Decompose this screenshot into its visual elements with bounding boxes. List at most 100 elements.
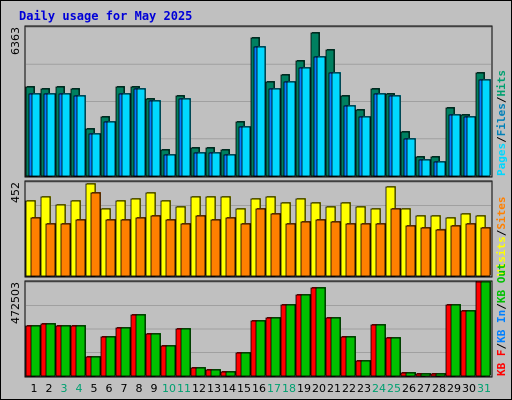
bar-kb-out [210, 369, 221, 377]
day-label: 26 [402, 382, 416, 395]
bar-pages [451, 114, 461, 177]
day-label: 24 [372, 382, 386, 395]
legend-separator: / [495, 136, 508, 143]
bar-kb-out [30, 325, 41, 377]
day-label: 31 [477, 382, 491, 395]
day-label: 11 [177, 382, 191, 395]
legend-entry: Pages [495, 143, 508, 176]
day-label: 3 [61, 382, 68, 395]
bar-sites [405, 225, 416, 277]
bar-pages [316, 56, 326, 177]
legend-separator: / [495, 343, 508, 350]
y-max-label-traffic: 472503 [9, 282, 22, 324]
day-label: 21 [327, 382, 341, 395]
legend-visits: Visits/Sites [495, 197, 508, 277]
bar-kb-out [135, 314, 146, 377]
day-label: 27 [417, 382, 431, 395]
bar-sites [480, 227, 491, 277]
bar-sites [150, 215, 161, 277]
bar-pages [301, 67, 311, 177]
y-max-label-usage: 6363 [9, 27, 22, 55]
bar-kb-out [120, 327, 131, 377]
y-max-label-visits: 452 [9, 182, 22, 203]
bar-kb-out [420, 373, 431, 377]
bar-sites [315, 219, 326, 277]
bar-sites [345, 223, 356, 277]
bar-pages [271, 88, 281, 177]
bar-kb-out [285, 304, 296, 377]
bar-sites [435, 229, 446, 277]
bar-sites [300, 221, 311, 277]
bar-pages [61, 93, 71, 177]
day-label: 12 [192, 382, 206, 395]
legend-entry: Hits [495, 70, 508, 97]
day-label: 10 [162, 382, 176, 395]
bar-kb-out [60, 325, 71, 377]
bar-sites [285, 223, 296, 277]
bar-sites [240, 223, 251, 277]
bar-pages [151, 100, 161, 177]
day-label: 29 [447, 382, 461, 395]
legend-entry: KB Out [495, 263, 508, 303]
legend-entry: Files [495, 103, 508, 136]
bar-sites [135, 217, 146, 277]
chart-title: Daily usage for May 2025 [19, 9, 193, 23]
bar-kb-out [90, 356, 101, 377]
bar-pages [76, 95, 86, 177]
bar-kb-out [195, 367, 206, 377]
day-label: 4 [76, 382, 83, 395]
bar-pages [166, 154, 176, 177]
bar-kb-out [360, 360, 371, 377]
bar-sites [225, 217, 236, 277]
bar-pages [376, 93, 386, 177]
bar-kb-out [300, 294, 311, 377]
day-label: 25 [387, 382, 401, 395]
day-label: 18 [282, 382, 296, 395]
bar-kb-out [450, 304, 461, 377]
bar-kb-out [150, 333, 161, 377]
day-label: 13 [207, 382, 221, 395]
day-axis: 1 2 3 4 5 6 7 8 9 10 11 12 13 14 15 16 17 18 19 20 21 22 23 24 2… [31, 382, 492, 395]
bar-pages [136, 88, 146, 177]
bar-pages [421, 159, 431, 177]
bar-kb-out [405, 372, 416, 377]
bar-kb-out [240, 352, 251, 377]
bar-sites [45, 223, 56, 277]
legend-usage: Pages/Files/Hits [495, 70, 508, 176]
day-label: 5 [91, 382, 98, 395]
bar-pages [31, 93, 41, 177]
bar-kb-out [255, 320, 266, 377]
bar-sites [360, 223, 371, 277]
day-label: 19 [297, 382, 311, 395]
bar-pages [241, 126, 251, 177]
legend-separator: / [495, 96, 508, 103]
day-label: 16 [252, 382, 266, 395]
day-label: 20 [312, 382, 326, 395]
bar-sites [270, 213, 281, 277]
bar-kb-out [165, 345, 176, 377]
bar-kb-out [390, 337, 401, 377]
legend-traffic: KB F/KB In/KB Out [495, 263, 508, 376]
bar-kb-out [330, 317, 341, 377]
bar-pages [361, 116, 371, 177]
bar-sites [105, 219, 116, 277]
bar-pages [481, 79, 491, 177]
day-label: 8 [136, 382, 143, 395]
bar-sites [375, 223, 386, 277]
bar-pages [466, 116, 476, 177]
bar-sites [330, 221, 341, 277]
bar-kb-out [375, 324, 386, 377]
bar-kb-out [180, 328, 191, 377]
bar-layer [25, 32, 491, 377]
day-label: 30 [462, 382, 476, 395]
bar-sites [450, 225, 461, 277]
bar-pages [391, 95, 401, 177]
bar-pages [91, 133, 101, 177]
bar-pages [211, 152, 221, 177]
bar-sites [90, 192, 101, 277]
bar-sites [390, 208, 401, 277]
bar-sites [195, 215, 206, 277]
day-label: 28 [432, 382, 446, 395]
bar-pages [256, 46, 266, 177]
